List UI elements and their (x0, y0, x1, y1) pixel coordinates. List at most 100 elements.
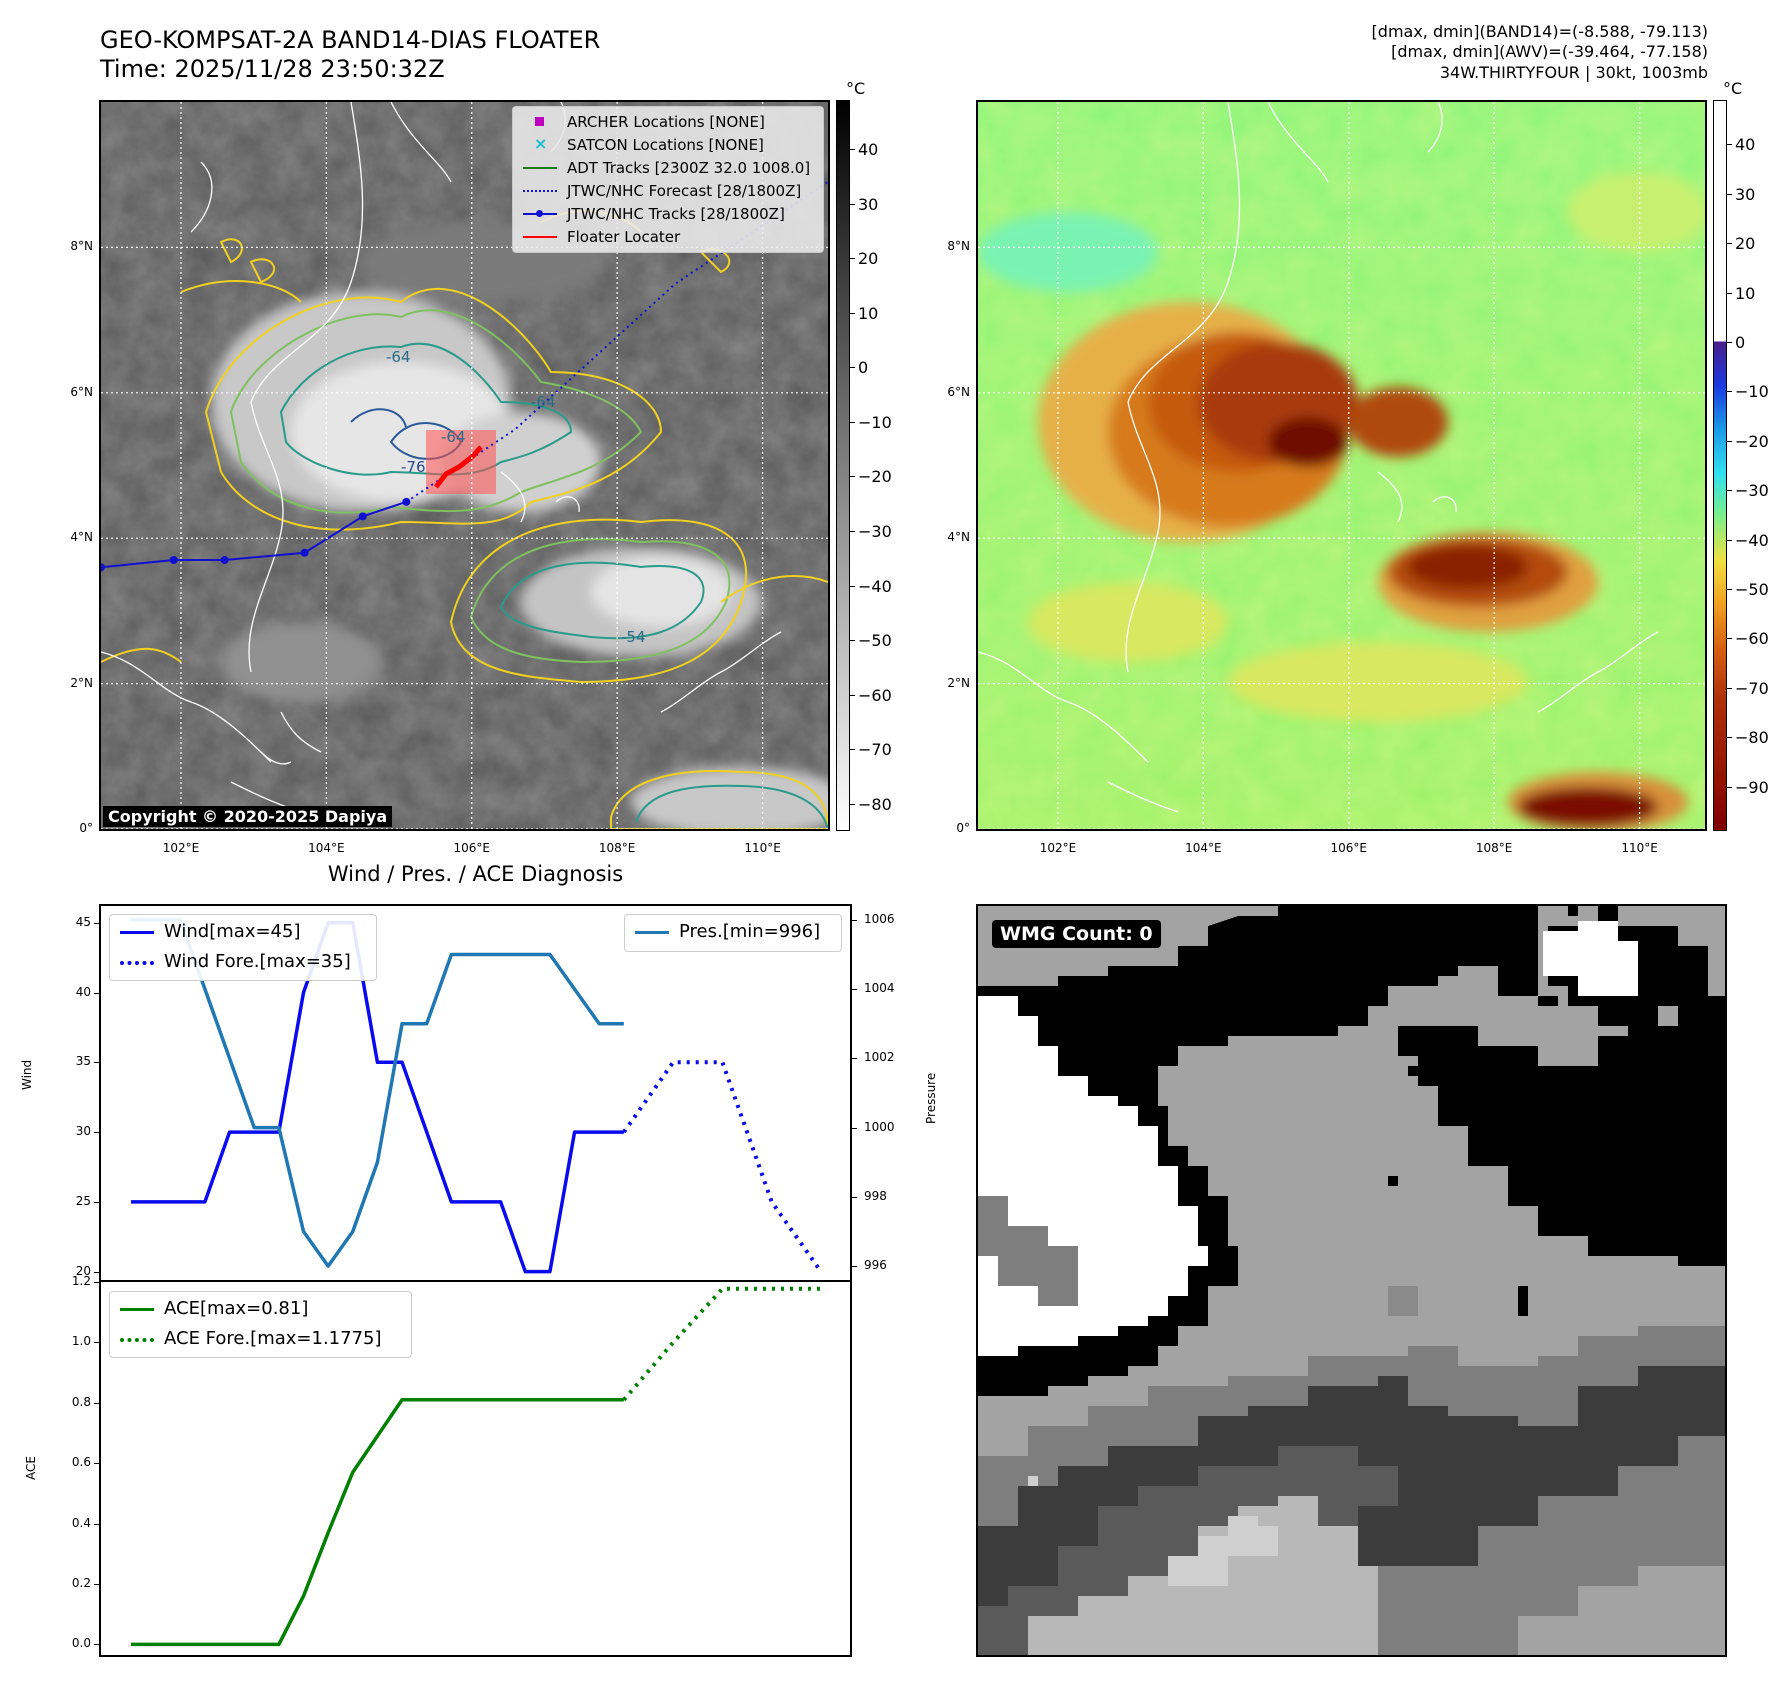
track-point (169, 556, 178, 565)
y-right-tick-label: 1000 (864, 1119, 895, 1134)
y-tick-mark (94, 1342, 99, 1344)
contour-label: -64 (386, 348, 411, 366)
colorbar-tick-label: 20 (858, 249, 879, 269)
ace-axis-label: ACE (24, 1456, 38, 1480)
y-tick-label: 40 (75, 984, 91, 999)
wind-pressure-plot (131, 918, 823, 1274)
dotted-line-icon (120, 955, 154, 969)
y-tick-mark (94, 1132, 99, 1134)
colorbar-tick-mark (1727, 292, 1732, 294)
colorbar-tick-label: −20 (858, 467, 892, 487)
lat-tick-label: 0° (956, 821, 970, 835)
lon-tick-label: 102°E (162, 841, 200, 855)
legend-satcon: × SATCON Locations [NONE] (523, 134, 764, 154)
colorbar-tick-mark (1727, 737, 1732, 739)
y-tick-mark (94, 1201, 99, 1203)
awv-gridlines (978, 102, 1705, 829)
colorbar-tick-label: −60 (1735, 629, 1769, 649)
y-right-tick-mark (852, 1127, 857, 1129)
pressure-axis-label: Pressure (924, 1072, 938, 1124)
colorbar-tick-mark (1727, 243, 1732, 245)
series-line (622, 1286, 821, 1402)
lon-tick-label: 110°E (744, 841, 781, 855)
legend-wind-forecast: Wind Fore.[max=35] (120, 951, 351, 972)
jtwc-track-points (101, 497, 411, 572)
ace-plot (131, 1286, 821, 1647)
series-line (131, 920, 624, 1274)
awv-panel (976, 100, 1707, 831)
y-right-tick-mark (852, 919, 857, 921)
colorbar-tick-mark (850, 312, 855, 314)
legend-tracks: JTWC/NHC Tracks [28/1800Z] (523, 205, 785, 223)
colorbar-tick-label: 30 (1735, 184, 1756, 204)
chart-title: GEO-KOMPSAT-2A BAND14-DIAS FLOATER (100, 26, 601, 54)
track-point (220, 556, 229, 565)
lat-tick-label: 8°N (70, 239, 93, 254)
colorbar-tick-mark (1727, 440, 1732, 442)
lat-tick-label: 0° (79, 821, 93, 835)
y-tick-label: 0.6 (71, 1455, 91, 1470)
colorbar-tick-mark (850, 203, 855, 205)
colorbar-tick-mark (1727, 786, 1732, 788)
y-tick-label: 0.8 (71, 1394, 91, 1409)
y-tick-mark (94, 1402, 99, 1404)
chart-subtitle-time: Time: 2025/11/28 23:50:32Z (100, 55, 445, 83)
awv-colorbar-unit: °C (1723, 79, 1743, 98)
y-right-tick-mark (852, 989, 857, 991)
lon-tick-label: 104°E (308, 841, 345, 855)
colorbar-tick-label: −80 (858, 794, 892, 814)
y-tick-mark (94, 1463, 99, 1465)
wind-axis-label: Wind (20, 1059, 34, 1090)
legend-ace-forecast: ACE Fore.[max=1.1775] (120, 1328, 382, 1349)
diagnosis-title: Wind / Pres. / ACE Diagnosis (327, 862, 624, 886)
colorbar-tick-label: −30 (1735, 481, 1769, 501)
y-tick-label: 25 (75, 1193, 91, 1208)
series-line (131, 1398, 624, 1647)
colorbar-tick-mark (850, 367, 855, 369)
colorbar-tick-label: −70 (1735, 678, 1769, 698)
awv-minmax: [dmax, dmin](AWV)=(-39.464, -77.158) (1391, 42, 1708, 61)
y-right-tick-label: 998 (864, 1188, 887, 1203)
track-point (402, 497, 411, 506)
y-tick-label: 0.0 (71, 1636, 91, 1651)
legend-forecast: JTWC/NHC Forecast [28/1800Z] (523, 182, 801, 200)
line-icon (523, 230, 557, 244)
y-right-tick-label: 996 (864, 1258, 887, 1273)
band14-minmax: [dmax, dmin](BAND14)=(-8.588, -79.113) (1371, 22, 1708, 41)
track-point (300, 548, 309, 557)
legend-label: ACE[max=0.81] (164, 1298, 309, 1319)
y-tick-mark (94, 1062, 99, 1064)
colorbar-tick-mark (1727, 193, 1732, 195)
y-tick-label: 45 (75, 914, 91, 929)
pressure-legend: Pres.[min=996] (624, 914, 842, 952)
y-right-tick-mark (852, 1196, 857, 1198)
colorbar-tick-mark (1727, 490, 1732, 492)
colorbar-tick-label: 10 (1735, 283, 1756, 303)
y-tick-mark (94, 922, 99, 924)
y-tick-label: 35 (75, 1054, 91, 1069)
contour-label: -64 (531, 393, 556, 411)
legend-pressure: Pres.[min=996] (635, 921, 820, 942)
legend-floater: Floater Locater (523, 228, 680, 246)
legend-label: ARCHER Locations [NONE] (567, 113, 765, 131)
y-tick-label: 0.2 (71, 1576, 91, 1591)
lat-tick-label: 4°N (70, 530, 93, 545)
legend-label: ACE Fore.[max=1.1775] (164, 1328, 382, 1349)
y-tick-mark (94, 1644, 99, 1646)
colorbar-tick-label: −10 (858, 412, 892, 432)
contour-label: -76 (401, 458, 426, 476)
lon-tick-label: 102°E (1039, 841, 1077, 855)
line-icon (635, 925, 669, 939)
colorbar-tick-mark (1727, 539, 1732, 541)
awv-colorbar (1713, 100, 1727, 831)
lon-tick-label: 108°E (1475, 841, 1513, 855)
lon-tick-label: 106°E (453, 841, 491, 855)
legend-adt: ADT Tracks [2300Z 32.0 1008.0] (523, 159, 810, 177)
y-right-tick-mark (852, 1058, 857, 1060)
y-tick-label: 30 (75, 1124, 91, 1139)
legend-label: Pres.[min=996] (679, 921, 821, 942)
dotted-line-icon (120, 1332, 154, 1346)
colorbar-tick-mark (850, 421, 855, 423)
wmg-count-badge: WMG Count: 0 (992, 920, 1161, 948)
series-line (622, 1060, 823, 1273)
